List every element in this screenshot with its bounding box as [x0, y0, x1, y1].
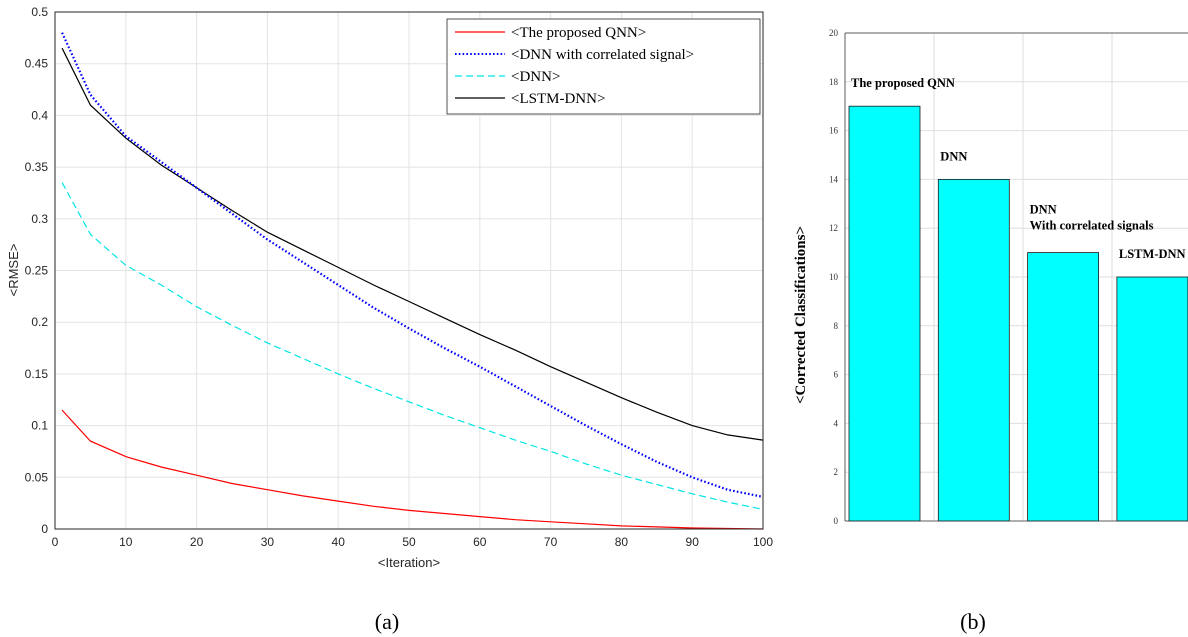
bar-label-1: DNN	[940, 149, 967, 163]
bars	[848, 105, 1188, 522]
bar-1	[937, 178, 1010, 522]
bar-2	[1027, 252, 1099, 522]
y-tick-label: 8	[834, 321, 839, 331]
y-tick-label: 16	[829, 126, 839, 136]
y-tick-label: 0.2	[31, 315, 48, 329]
series-line-3	[61, 47, 764, 441]
x-tick-label: 60	[473, 535, 487, 549]
y-tick-label: 2	[834, 467, 839, 477]
y-tick-label: 0.3	[31, 212, 48, 226]
bar-label-3: LSTM-DNN	[1119, 247, 1186, 261]
series-lines	[61, 32, 764, 530]
legend-label-0: <The proposed QNN>	[511, 25, 646, 41]
caption-a: (a)	[375, 609, 399, 634]
x-tick-label: 10	[119, 535, 133, 549]
legend-label-3: <LSTM-DNN>	[511, 91, 605, 107]
x-tick-label: 90	[686, 535, 700, 549]
y-tick-label: 0.25	[25, 264, 49, 278]
legend-a: <The proposed QNN> <DNN with correlated s…	[446, 18, 761, 115]
legend-label-2: <DNN>	[511, 69, 560, 85]
x-tick-label: 70	[544, 535, 558, 549]
y-tick-label: 12	[829, 223, 838, 233]
y-tick-label: 20	[829, 28, 839, 38]
x-tick-label: 100	[753, 535, 773, 549]
x-ticks-a: 0 10 20 30 40 50 60 70 80 90 100	[52, 535, 774, 549]
series-line-2	[61, 182, 764, 510]
y-tick-label: 0.5	[31, 5, 48, 19]
series-line-0	[61, 409, 764, 530]
y-tick-label: 10	[829, 272, 839, 282]
y-tick-label: 0.45	[25, 57, 49, 71]
x-tick-label: 40	[332, 535, 346, 549]
y-tick-label: 4	[834, 418, 839, 428]
axes-box-a	[54, 11, 764, 530]
y-tick-label: 0	[834, 516, 839, 526]
bar-label-2: DNN	[1030, 203, 1057, 217]
x-tick-label: 80	[615, 535, 629, 549]
caption-b: (b)	[960, 609, 986, 634]
y-tick-label: 0.35	[25, 160, 49, 174]
y-tick-label: 0.1	[31, 419, 48, 433]
y-tick-label: 0.4	[31, 108, 48, 122]
bar-3	[1116, 276, 1188, 522]
y-tick-label: 18	[829, 77, 839, 87]
bar-chart-panel: 0 2 4 6 8 10 12 14 16 18 20 The proposed QNN DNN DNN…	[793, 28, 1188, 526]
y-tick-label: 0.15	[25, 367, 49, 381]
bar-label-2: With correlated signals	[1030, 219, 1154, 233]
bar-label-0: The proposed QNN	[851, 76, 955, 90]
x-axis-label-a: <Iteration>	[378, 555, 440, 570]
bar-0	[848, 105, 921, 522]
y-ticks-b: 0 2 4 6 8 10 12 14 16 18 20	[829, 28, 839, 526]
y-axis-label-a: <RMSE>	[6, 244, 21, 297]
x-tick-label: 30	[261, 535, 275, 549]
series-line-1	[61, 32, 764, 498]
x-tick-label: 20	[190, 535, 204, 549]
x-tick-label: 50	[402, 535, 416, 549]
bar-labels: The proposed QNN DNN DNN With correlated si…	[851, 76, 1186, 261]
y-tick-label: 0.05	[25, 470, 49, 484]
y-axis-label-b: <Corrected Classifications>	[793, 226, 809, 404]
y-tick-label: 6	[834, 370, 839, 380]
legend-label-1: <DNN with correlated signal>	[511, 47, 694, 63]
x-tick-label: 0	[52, 535, 59, 549]
y-tick-label: 14	[829, 174, 839, 184]
line-chart-panel: 0 10 20 30 40 50 60 70 80 90 100 0 0.05 0.1 0.15 0.2 0.…	[6, 5, 773, 570]
y-tick-label: 0	[41, 522, 48, 536]
y-ticks-a: 0 0.05 0.1 0.15 0.2 0.25 0.3 0.35 0.4 0.45 0.5	[25, 5, 49, 536]
